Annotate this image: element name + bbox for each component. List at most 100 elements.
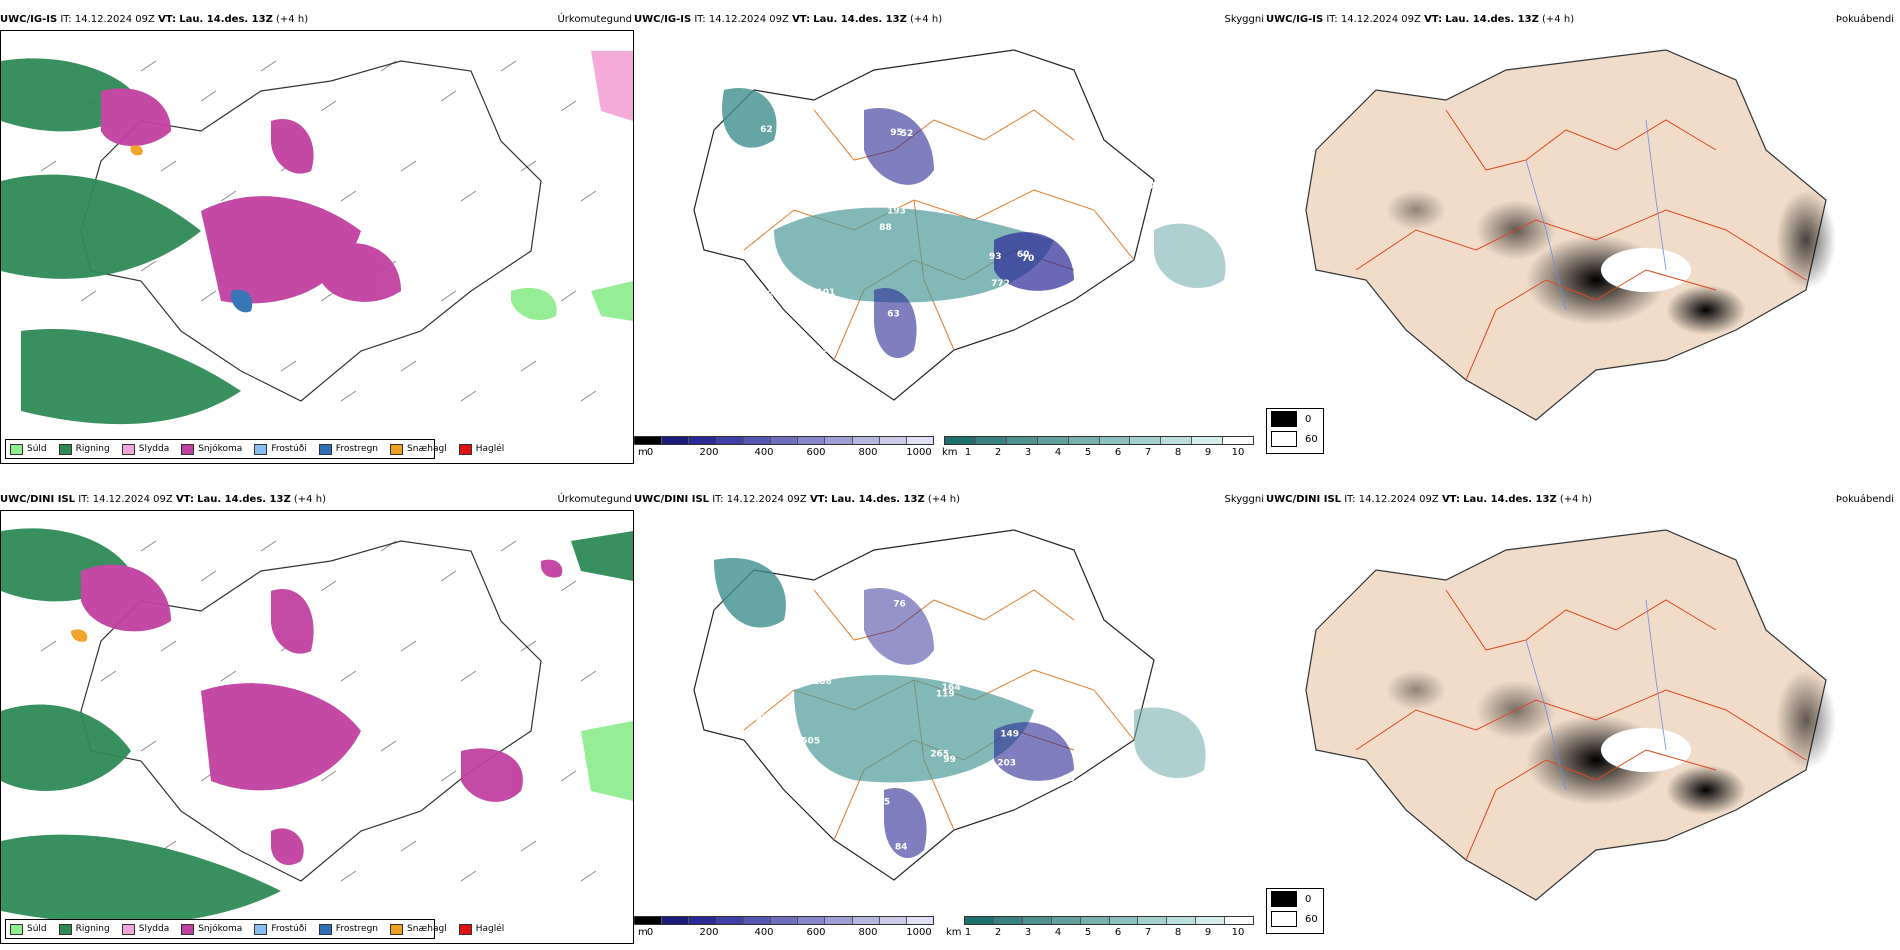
cloud-base-label: 40 [985, 142, 998, 152]
it-label: IT: [1344, 494, 1356, 505]
colorbar-cell [798, 917, 826, 924]
cloud-base-label: 223 [1032, 571, 1051, 581]
colorbar-cell [662, 437, 690, 444]
cloud-base-label: 63 [887, 310, 900, 320]
panel-header: UWC/DINI ISL IT: 14.12.2024 09Z VT: Lau.… [0, 494, 634, 510]
colorbar-tick: 400 [754, 927, 774, 938]
colorbar-ticks: m 0 200 400 600 800 1000 [634, 445, 934, 459]
legend-swatch [254, 443, 268, 455]
sun-map-svg [1305, 49, 1836, 421]
precip-map: Súld Rigning Slydda Snjókoma Frostúði Fr… [0, 510, 634, 944]
cloud-base-labels: 92 70 95 88 40 194 95 392 290 762 66 114 52 77 70 62 83 4… [736, 85, 1155, 375]
legend-label: Slydda [138, 924, 170, 934]
legend-label: Snjókoma [198, 444, 243, 454]
cloud-base-label: 290 [768, 290, 787, 300]
colorbar-tick: 400 [754, 447, 774, 458]
cloud-base-label: 762 [851, 163, 870, 173]
vt-value: Lau. 14.des. 13Z [197, 494, 291, 505]
precip-legend: Súld Rigning Slydda Snjókoma Frostúði Fr… [5, 439, 504, 459]
colorbar-cell [906, 437, 934, 444]
legend-swatch [181, 923, 195, 935]
visibility-colorbar: km 1 2 3 4 5 6 7 8 9 10 [946, 916, 1254, 942]
legend-label: Snjókoma [198, 924, 243, 934]
colorbar-cell [1068, 437, 1100, 444]
cloud-base-label: 920 [805, 769, 824, 779]
rivers [1525, 599, 1667, 791]
precip-legend: Súld Rigning Slydda Snjókoma Frostúði Fr… [5, 919, 504, 939]
cloud-base-label: 70 [816, 785, 829, 795]
cloud-base-label: 110 [912, 571, 931, 581]
vt-value: Lau. 14.des. 13Z [179, 14, 273, 25]
lead-time: (+4 h) [1559, 494, 1592, 505]
colorbar-ticks: km 1 2 3 4 5 6 7 8 9 10 [942, 445, 1254, 459]
clouds-panel-row2: UWC/DINI ISL IT: 14.12.2024 09Z VT: Lau.… [634, 494, 1266, 944]
legend-item: Frostregn [318, 923, 378, 935]
colorbar-cell [1051, 917, 1081, 924]
legend-swatch [181, 443, 195, 455]
it-value: 14.12.2024 09Z [1340, 14, 1421, 25]
colorbar-cell [906, 917, 934, 924]
iceland-outline [80, 60, 542, 402]
sun-panel-row2: UWC/DINI ISL IT: 14.12.2024 09Z VT: Lau.… [1266, 494, 1900, 944]
model-name: UWC/DINI ISL [1266, 494, 1342, 505]
colorbar-cell [852, 437, 880, 444]
legend-swatch [58, 923, 72, 935]
colorbar-tick: 8 [1174, 927, 1182, 938]
cloud-base-label: 114 [1078, 635, 1097, 645]
it-value: 14.12.2024 09Z [1358, 494, 1439, 505]
legend-label: Súld [27, 444, 47, 454]
sun-legend-item: 0 [1271, 889, 1323, 909]
colorbar-unit: m [638, 927, 648, 938]
precip-panel-row2: UWC/DINI ISL IT: 14.12.2024 09Z VT: Lau.… [0, 494, 634, 944]
panel-title: Skyggni [1224, 14, 1264, 25]
panel-header: UWC/IG-IS IT: 14.12.2024 09Z VT: Lau. 14… [634, 14, 1266, 30]
it-label: IT: [712, 494, 724, 505]
cloud-base-label: 94 [976, 566, 989, 576]
height-colorbar: m 0 200 400 600 800 1000 [634, 916, 934, 942]
precip-map: Súld Rigning Slydda Snjókoma Frostúði Fr… [0, 30, 634, 464]
cloud-base-label: 772 [991, 279, 1010, 289]
lead-time: (+4 h) [1542, 14, 1575, 25]
legend-item: Rigning [58, 923, 110, 935]
colorbar-cell [770, 437, 799, 444]
colorbar-cell [1138, 917, 1168, 924]
legend-label: Rigning [75, 444, 110, 454]
colorbar-cells [944, 436, 1254, 445]
colorbar-cell [879, 437, 907, 444]
colorbar-cell [689, 917, 717, 924]
legend-label: Haglél [475, 924, 505, 934]
cloud-base-label: 98 [793, 176, 806, 186]
colorbar-cell [743, 917, 771, 924]
colorbar-tick: 10 [1231, 927, 1245, 938]
colorbar-tick: 5 [1084, 447, 1092, 458]
colorbar-tick: 2 [994, 447, 1002, 458]
panel-header: UWC/IG-IS IT: 14.12.2024 09Z VT: Lau. 14… [0, 14, 634, 30]
cloud-base-label: 65 [1018, 649, 1031, 659]
vt-label: VT: [1441, 494, 1460, 505]
colorbar-ticks: m 0 200 400 600 800 1000 [634, 925, 934, 939]
colorbar-tick: 1000 [906, 927, 932, 938]
colorbar-tick: 200 [699, 447, 719, 458]
colorbar-cell [975, 437, 1007, 444]
legend-label: Snæhagl [407, 924, 447, 934]
cloud-base-label: 57 [939, 626, 952, 636]
lead-time: (+4 h) [276, 14, 309, 25]
vt-value: Lau. 14.des. 13Z [1463, 494, 1557, 505]
legend-swatch [390, 923, 404, 935]
model-name: UWC/IG-IS [0, 14, 58, 25]
cloud-base-label: 144 [839, 165, 858, 175]
cloud-base-label: 505 [801, 736, 820, 746]
colorbar-tick: 7 [1144, 927, 1152, 938]
sun-legend-swatch [1271, 891, 1297, 907]
colorbar-tick: 6 [1114, 927, 1122, 938]
legend-label: Rigning [75, 924, 110, 934]
vt-label: VT: [809, 494, 828, 505]
legend-item: Súld [10, 923, 47, 935]
cloud-base-label: 133 [954, 799, 973, 809]
vt-label: VT: [792, 14, 811, 25]
iceland-land [1305, 529, 1827, 901]
legend-label: Haglél [475, 444, 505, 454]
cloud-base-label: 93 [989, 252, 1002, 262]
colorbar-cell [1037, 437, 1069, 444]
legend-item: Snjókoma [181, 923, 243, 935]
